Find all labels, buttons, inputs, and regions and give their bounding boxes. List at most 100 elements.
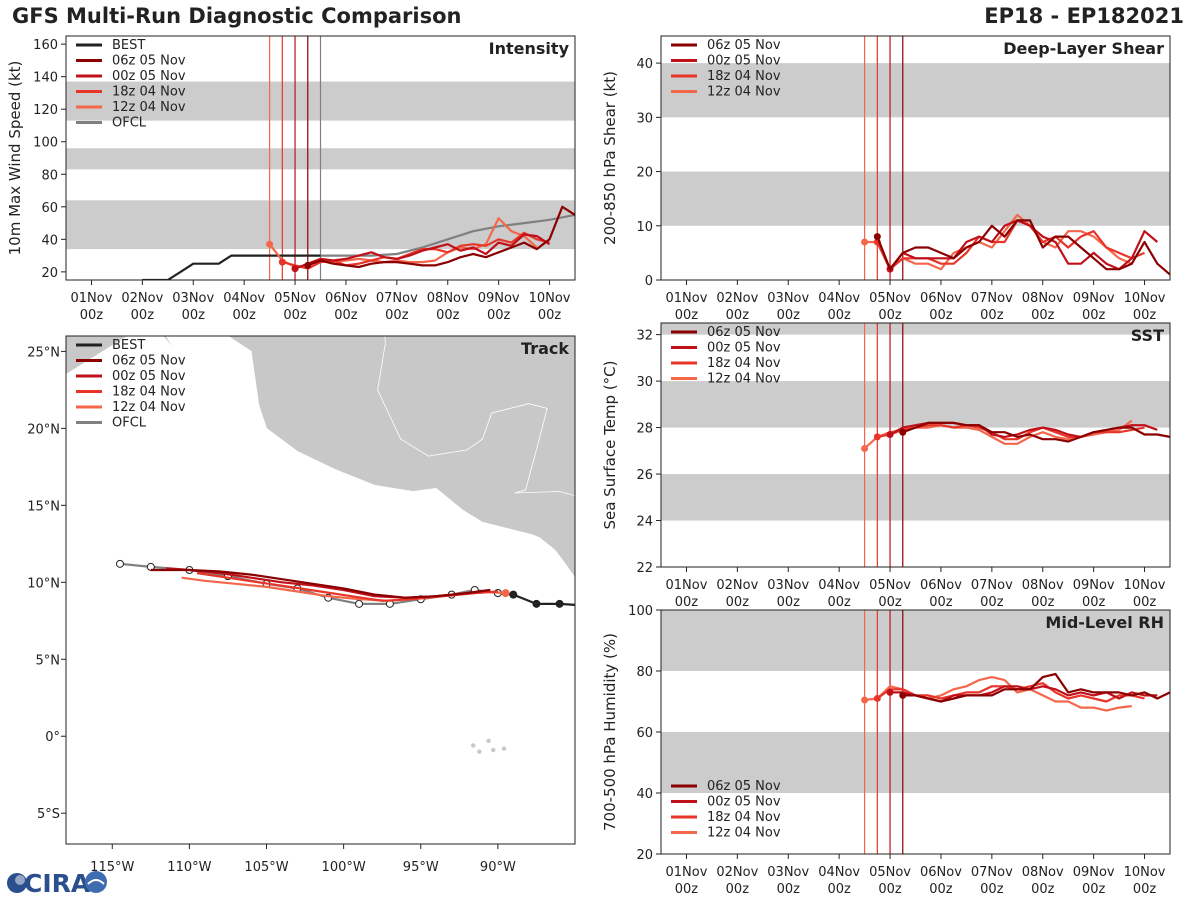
- x-tick-label: 00z: [385, 308, 409, 323]
- legend-label: 00z 05 Nov: [707, 54, 781, 69]
- x-tick-label: 03Nov: [767, 291, 809, 306]
- track-point: [532, 599, 541, 608]
- y-tick-label: 20: [636, 166, 653, 181]
- legend-label: BEST: [112, 338, 145, 353]
- series-start-point: [861, 696, 869, 704]
- x-tick-label: 05Nov: [869, 578, 911, 593]
- x-tick-label: 00z: [980, 595, 1004, 610]
- legend-label: 18z 04 Nov: [707, 810, 781, 825]
- x-tick-label: 110°W: [167, 860, 211, 875]
- y-tick-label: 40: [636, 57, 653, 72]
- x-tick-label: 100°W: [322, 860, 366, 875]
- series-start-point: [278, 258, 286, 266]
- legend-label: 00z 05 Nov: [707, 341, 781, 356]
- x-tick-label: 00z: [929, 595, 953, 610]
- track-start-point: [501, 589, 510, 598]
- x-tick-label: 09Nov: [478, 291, 520, 306]
- y-tick-label: 10°N: [27, 576, 60, 591]
- series-start-point: [266, 240, 274, 248]
- legend-label: OFCL: [112, 416, 147, 431]
- x-tick-label: 07Nov: [971, 578, 1013, 593]
- legend-label: 18z 04 Nov: [707, 356, 781, 371]
- x-tick-label: 10Nov: [1124, 865, 1166, 880]
- y-tick-label: 32: [636, 329, 653, 344]
- x-tick-label: 00z: [827, 882, 851, 897]
- x-tick-label: 00z: [777, 595, 801, 610]
- x-tick-label: 00z: [878, 308, 902, 323]
- y-tick-label: 25°N: [27, 345, 60, 360]
- x-tick-label: 00z: [436, 308, 460, 323]
- x-tick-label: 08Nov: [1022, 291, 1064, 306]
- x-tick-label: 07Nov: [971, 865, 1013, 880]
- series-line: [902, 421, 1170, 443]
- galapagos-island: [471, 743, 476, 748]
- series-start-point: [899, 691, 907, 699]
- x-tick-label: 00z: [929, 882, 953, 897]
- x-tick-label: 00z: [675, 882, 699, 897]
- threshold-band: [661, 171, 1170, 226]
- y-tick-label: 140: [33, 71, 58, 86]
- y-tick-label: 120: [33, 103, 58, 118]
- x-tick-label: 00z: [487, 308, 511, 323]
- y-tick-label: 60: [636, 726, 653, 741]
- x-tick-label: 09Nov: [1073, 865, 1115, 880]
- galapagos-island: [477, 749, 482, 754]
- x-tick-label: 00z: [538, 308, 562, 323]
- x-tick-label: 00z: [929, 308, 953, 323]
- y-tick-label: 0°: [45, 730, 60, 745]
- y-axis-label: 700-500 hPa Humidity (%): [601, 633, 619, 831]
- panel-title: SST: [1131, 326, 1164, 345]
- y-axis-label: Sea Surface Temp (°C): [601, 360, 619, 529]
- series-line: [142, 254, 321, 280]
- land: [227, 336, 575, 579]
- x-tick-label: 00z: [980, 882, 1004, 897]
- legend-label: 06z 05 Nov: [112, 354, 186, 369]
- x-tick-label: 03Nov: [767, 578, 809, 593]
- y-tick-label: 0: [645, 274, 653, 289]
- x-tick-label: 01Nov: [665, 865, 707, 880]
- y-tick-label: 5°N: [36, 653, 61, 668]
- x-tick-label: 00z: [182, 308, 206, 323]
- x-tick-label: 00z: [1133, 882, 1157, 897]
- y-tick-label: 5°S: [37, 807, 60, 822]
- plot-area: [661, 323, 1170, 567]
- x-tick-label: 00z: [726, 882, 750, 897]
- galapagos-island: [501, 746, 507, 751]
- x-tick-label: 00z: [334, 308, 358, 323]
- x-tick-label: 00z: [675, 595, 699, 610]
- galapagos-island: [491, 747, 496, 753]
- legend-label: 18z 04 Nov: [112, 385, 186, 400]
- x-tick-label: 00z: [232, 308, 256, 323]
- x-tick-label: 10Nov: [1124, 291, 1166, 306]
- x-tick-label: 00z: [1082, 308, 1106, 323]
- y-tick-label: 80: [41, 168, 58, 183]
- x-tick-label: 02Nov: [716, 865, 758, 880]
- x-tick-label: 04Nov: [818, 291, 860, 306]
- threshold-band: [661, 732, 1170, 793]
- legend-label: 06z 05 Nov: [707, 38, 781, 53]
- x-tick-label: 08Nov: [1022, 865, 1064, 880]
- threshold-band: [661, 474, 1170, 521]
- series-line: [320, 213, 575, 257]
- x-tick-label: 00z: [1031, 882, 1055, 897]
- series-line: [889, 219, 1159, 271]
- x-tick-label: 90°W: [480, 860, 516, 875]
- legend-label: 12z 04 Nov: [707, 826, 781, 841]
- y-axis-label: 200-850 hPa Shear (kt): [601, 71, 619, 245]
- legend-label: BEST: [112, 38, 145, 53]
- y-tick-label: 15°N: [27, 499, 60, 514]
- x-tick-label: 02Nov: [121, 291, 163, 306]
- legend-label: 18z 04 Nov: [112, 85, 186, 100]
- legend-label: 00z 05 Nov: [707, 795, 781, 810]
- x-tick-label: 06Nov: [325, 291, 367, 306]
- series-line: [902, 672, 1170, 703]
- x-tick-label: 115°W: [90, 860, 134, 875]
- x-tick-label: 03Nov: [767, 865, 809, 880]
- x-tick-label: 09Nov: [1073, 578, 1115, 593]
- series-start-point: [873, 694, 881, 702]
- panel-title: Intensity: [489, 39, 570, 58]
- y-tick-label: 60: [41, 201, 58, 216]
- x-tick-label: 07Nov: [971, 291, 1013, 306]
- x-tick-label: 00z: [1031, 308, 1055, 323]
